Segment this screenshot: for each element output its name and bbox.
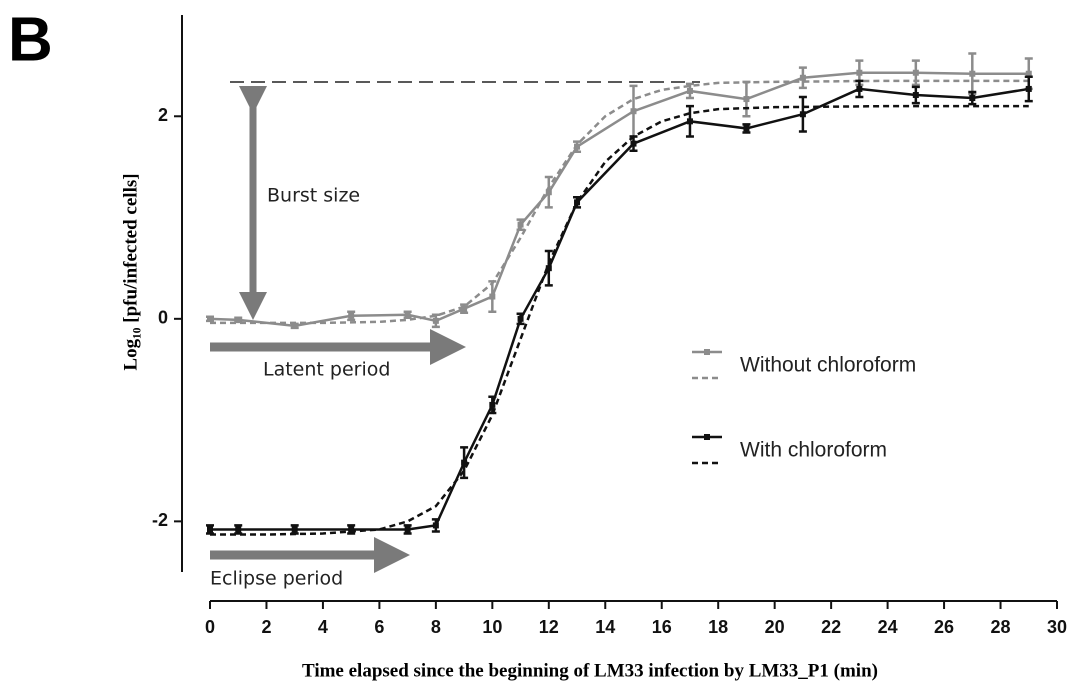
x-tick-label: 20 [765, 617, 785, 637]
x-axis-label: Time elapsed since the beginning of LM33… [302, 660, 878, 681]
marker [969, 70, 976, 77]
x-tick-label: 30 [1047, 617, 1067, 637]
marker [489, 401, 496, 408]
marker [404, 526, 411, 533]
marker [432, 522, 439, 529]
x-tick-label: 0 [205, 617, 215, 637]
x-tick-label: 8 [431, 617, 441, 637]
marker [630, 140, 637, 147]
x-tick-label: 22 [821, 617, 841, 637]
y-tick-label: 2 [158, 105, 168, 125]
marker [856, 85, 863, 92]
legend-marker [704, 434, 710, 440]
x-tick-label: 6 [374, 617, 384, 637]
series-line [210, 87, 1029, 531]
marker [461, 459, 468, 466]
marker [235, 316, 242, 323]
x-tick-label: 26 [934, 617, 954, 637]
marker [799, 74, 806, 81]
marker [432, 317, 439, 324]
marker [743, 96, 750, 103]
marker [856, 69, 863, 76]
marker [912, 69, 919, 76]
x-tick-label: 12 [539, 617, 559, 637]
marker [630, 108, 637, 115]
marker [404, 311, 411, 318]
legend-marker [704, 349, 710, 355]
marker [912, 92, 919, 99]
x-tick-label: 18 [708, 617, 728, 637]
annotation: Eclipse period [210, 568, 343, 590]
marker [574, 143, 581, 150]
marker [686, 87, 693, 94]
panel-label: B [8, 5, 53, 74]
marker [517, 221, 524, 228]
marker [348, 526, 355, 533]
x-tick-label: 2 [261, 617, 271, 637]
legend-label: Without chloroform [740, 354, 916, 377]
marker [207, 526, 213, 533]
marker [207, 315, 213, 322]
marker [461, 305, 468, 312]
annotation: Latent period [263, 359, 390, 381]
x-tick-label: 24 [878, 617, 898, 637]
x-tick-label: 4 [318, 617, 328, 637]
legend-label: With chloroform [740, 439, 887, 462]
marker [517, 315, 524, 322]
marker [545, 189, 552, 196]
y-axis-label: Log₁₀ [pfu/infected cells] [120, 173, 141, 370]
marker [799, 111, 806, 118]
x-tick-label: 10 [482, 617, 502, 637]
marker [574, 199, 581, 206]
marker [1025, 85, 1032, 92]
x-tick-label: 28 [991, 617, 1011, 637]
annotation: Burst size [267, 185, 360, 207]
marker [235, 526, 242, 533]
marker [291, 526, 298, 533]
marker [291, 322, 298, 329]
marker [545, 265, 552, 272]
x-tick-label: 14 [595, 617, 615, 637]
marker [348, 312, 355, 319]
marker [1025, 70, 1032, 77]
y-tick-label: 0 [158, 308, 168, 328]
marker [686, 118, 693, 125]
marker [969, 95, 976, 102]
marker [489, 293, 496, 300]
marker [743, 125, 750, 132]
x-tick-label: 16 [652, 617, 672, 637]
y-tick-label: -2 [152, 510, 168, 530]
